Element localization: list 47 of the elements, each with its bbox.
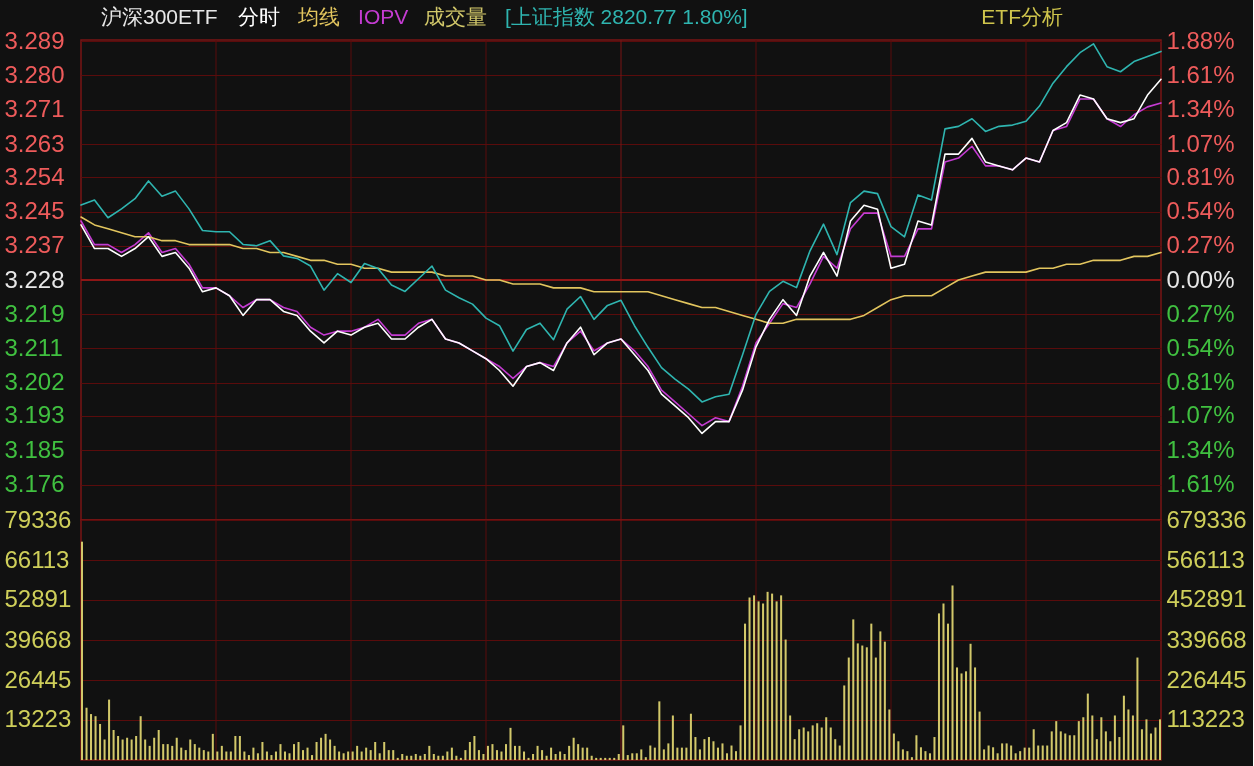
y-tick-label: 66113 — [4, 545, 70, 573]
y-tick-label: 3.185 — [4, 435, 65, 463]
y2-tick-label: 1.34% — [1166, 95, 1235, 123]
y2-tick-label: 339668 — [1166, 625, 1247, 653]
y2-tick-label: 0.27% — [1166, 231, 1235, 259]
y2-tick-label: 113223 — [1166, 705, 1245, 733]
y2-tick-label: 0.00% — [1166, 265, 1235, 293]
y-tick-label: 3.237 — [4, 231, 65, 259]
y2-tick-label: 1.07% — [1166, 129, 1235, 157]
y2-tick-label: 1.61% — [1166, 469, 1235, 497]
y2-tick-label: 0.81% — [1166, 162, 1235, 190]
y-tick-label: 3.193 — [4, 401, 65, 429]
y2-tick-label: 1.88% — [1166, 26, 1235, 54]
y-tick-label: 13223 — [4, 705, 72, 733]
text: 分时 — [238, 5, 281, 28]
y-tick-label: 3.289 — [4, 26, 65, 54]
y2-tick-label: 566113 — [1166, 545, 1245, 573]
y-tick-label: 3.254 — [4, 162, 65, 190]
y2-tick-label: 1.07% — [1166, 401, 1235, 429]
y2-tick-label: 0.27% — [1166, 299, 1235, 327]
y-tick-label: 52891 — [4, 585, 72, 613]
y2-tick-label: 1.61% — [1166, 61, 1235, 89]
y-tick-label: 3.271 — [4, 95, 65, 123]
y2-tick-label: 679336 — [1166, 505, 1247, 533]
y-tick-label: 26445 — [4, 665, 72, 693]
y-tick-label: 79336 — [4, 505, 72, 533]
y2-tick-label: 0.54% — [1166, 334, 1235, 362]
y-tick-label: 3.202 — [4, 368, 65, 396]
chart-title: 沪深300ETF — [101, 5, 218, 28]
text: ETF分析 — [981, 5, 1063, 28]
y2-tick-label: 0.54% — [1166, 196, 1235, 224]
y-tick-label: 3.263 — [4, 129, 65, 157]
y-tick-label: 3.228 — [4, 265, 65, 293]
y-tick-label: 3.211 — [4, 333, 63, 361]
text: 成交量 — [423, 5, 487, 28]
y-tick-label: 39668 — [4, 625, 72, 653]
text: 均线 — [297, 5, 341, 28]
text: [上证指数 2820.77 1.80%] — [504, 5, 748, 28]
y-tick-label: 3.245 — [4, 197, 65, 225]
text: IOPV — [358, 5, 409, 28]
y-tick-label: 3.176 — [4, 470, 65, 498]
y2-tick-label: 226445 — [1166, 665, 1247, 693]
y2-tick-label: 1.34% — [1166, 435, 1235, 463]
y2-tick-label: 0.81% — [1166, 368, 1235, 396]
y-tick-label: 3.280 — [4, 60, 65, 88]
y-tick-label: 3.219 — [4, 299, 65, 327]
y2-tick-label: 452891 — [1166, 585, 1247, 613]
